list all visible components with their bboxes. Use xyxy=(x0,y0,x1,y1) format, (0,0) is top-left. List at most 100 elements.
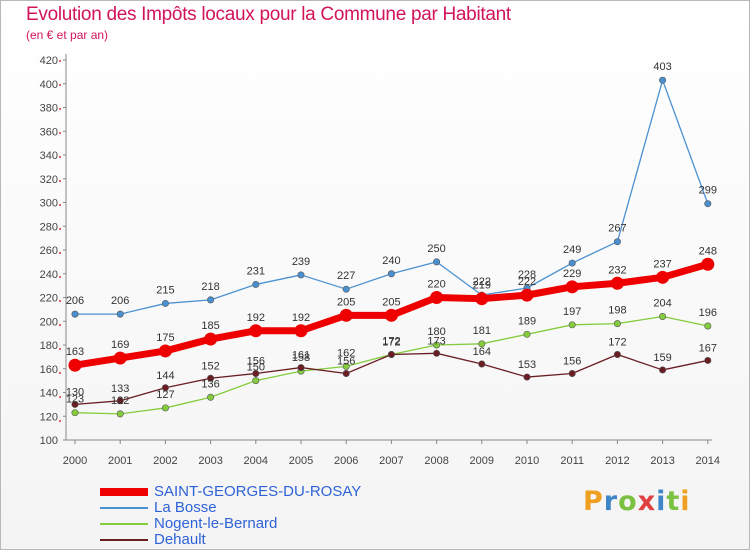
data-point xyxy=(116,310,124,318)
data-point xyxy=(433,258,441,266)
data-point xyxy=(161,299,169,307)
data-point xyxy=(342,285,350,293)
data-label: 181 xyxy=(473,325,491,337)
legend-swatch xyxy=(100,507,148,509)
data-point xyxy=(158,344,172,358)
data-point xyxy=(161,404,169,412)
data-label: 205 xyxy=(337,296,355,308)
data-point xyxy=(704,200,712,208)
data-label: 403 xyxy=(653,61,671,73)
data-label: 219 xyxy=(473,280,491,292)
logo-letter: i xyxy=(680,486,691,517)
data-label: 175 xyxy=(156,332,174,344)
y-tick-label: 280 xyxy=(40,221,58,233)
data-point xyxy=(116,397,124,405)
data-label: 299 xyxy=(699,185,717,197)
data-label: 215 xyxy=(156,284,174,296)
data-label: 185 xyxy=(201,320,219,332)
data-point xyxy=(565,280,579,294)
data-label: 167 xyxy=(699,342,717,354)
data-point xyxy=(71,310,79,318)
legend-swatch xyxy=(100,488,148,496)
legend-swatch xyxy=(100,539,148,541)
data-label: 130 xyxy=(66,386,84,398)
data-label: 239 xyxy=(292,256,310,268)
data-point xyxy=(387,270,395,278)
data-label: 161 xyxy=(292,350,310,362)
legend-label: Dehault xyxy=(154,531,206,548)
data-point xyxy=(207,393,215,401)
data-label: 192 xyxy=(247,312,265,324)
data-label: 222 xyxy=(473,276,491,288)
y-tick-label: 420 xyxy=(40,55,58,67)
data-label: 172 xyxy=(382,336,400,348)
y-tick-label: 340 xyxy=(40,150,58,162)
data-point xyxy=(478,340,486,348)
data-point xyxy=(568,369,576,377)
data-label: 231 xyxy=(247,265,265,277)
data-point xyxy=(523,330,531,338)
data-label: 163 xyxy=(66,346,84,358)
x-tick-label: 2010 xyxy=(515,455,539,467)
legend-item-nogent-le-bernard: Nogent-le-Bernard xyxy=(100,515,360,532)
data-point xyxy=(161,384,169,392)
data-point xyxy=(116,410,124,418)
data-label: 123 xyxy=(66,394,84,406)
data-point xyxy=(610,276,624,290)
data-point xyxy=(430,291,444,304)
data-label: 227 xyxy=(337,270,355,282)
x-tick-label: 2003 xyxy=(198,455,222,467)
y-tick-label: 400 xyxy=(40,79,58,91)
data-label: 172 xyxy=(608,337,626,349)
data-label: 164 xyxy=(473,346,491,358)
data-label: 122 xyxy=(111,395,129,407)
data-point xyxy=(207,374,215,382)
logo-letter: P xyxy=(583,486,604,517)
y-tick-label: 320 xyxy=(40,174,58,186)
data-point xyxy=(704,356,712,364)
data-point xyxy=(613,238,621,246)
data-point xyxy=(71,409,79,417)
chart-subtitle: (en € et par an) xyxy=(26,28,109,42)
data-label: 267 xyxy=(608,223,626,235)
data-point xyxy=(568,321,576,329)
data-label: 240 xyxy=(382,255,400,267)
y-tick-label: 100 xyxy=(40,435,58,447)
data-label: 173 xyxy=(427,335,445,347)
data-point xyxy=(568,259,576,267)
data-label: 192 xyxy=(292,312,310,324)
data-point xyxy=(704,322,712,330)
logo-letter: o xyxy=(618,486,638,517)
data-point xyxy=(433,341,441,349)
data-point xyxy=(613,350,621,358)
data-label: 172 xyxy=(382,337,400,349)
data-label: 196 xyxy=(699,307,717,319)
data-point xyxy=(252,280,260,288)
data-label: 158 xyxy=(292,352,310,364)
data-point xyxy=(701,257,715,271)
data-point xyxy=(387,350,395,358)
x-tick-label: 2001 xyxy=(108,455,132,467)
data-label: 197 xyxy=(563,306,581,318)
data-point xyxy=(384,308,398,322)
y-tick-label: 200 xyxy=(40,316,58,328)
data-label: 189 xyxy=(518,315,536,327)
data-label: 250 xyxy=(427,243,445,255)
data-point xyxy=(68,358,82,372)
data-point xyxy=(659,76,667,84)
data-point xyxy=(342,369,350,377)
data-label: 156 xyxy=(563,356,581,368)
data-point xyxy=(204,332,218,346)
x-tick-label: 2004 xyxy=(244,455,268,467)
data-label: 249 xyxy=(563,244,581,256)
chart-title: Evolution des Impôts locaux pour la Comm… xyxy=(26,4,511,25)
x-tick-label: 2005 xyxy=(289,455,313,467)
y-tick-label: 260 xyxy=(40,245,58,257)
x-tick-label: 2012 xyxy=(605,455,629,467)
data-point xyxy=(297,364,305,372)
data-point xyxy=(249,324,263,338)
x-tick-label: 2009 xyxy=(470,455,494,467)
data-label: 232 xyxy=(608,264,626,276)
x-tick-label: 2002 xyxy=(153,455,177,467)
